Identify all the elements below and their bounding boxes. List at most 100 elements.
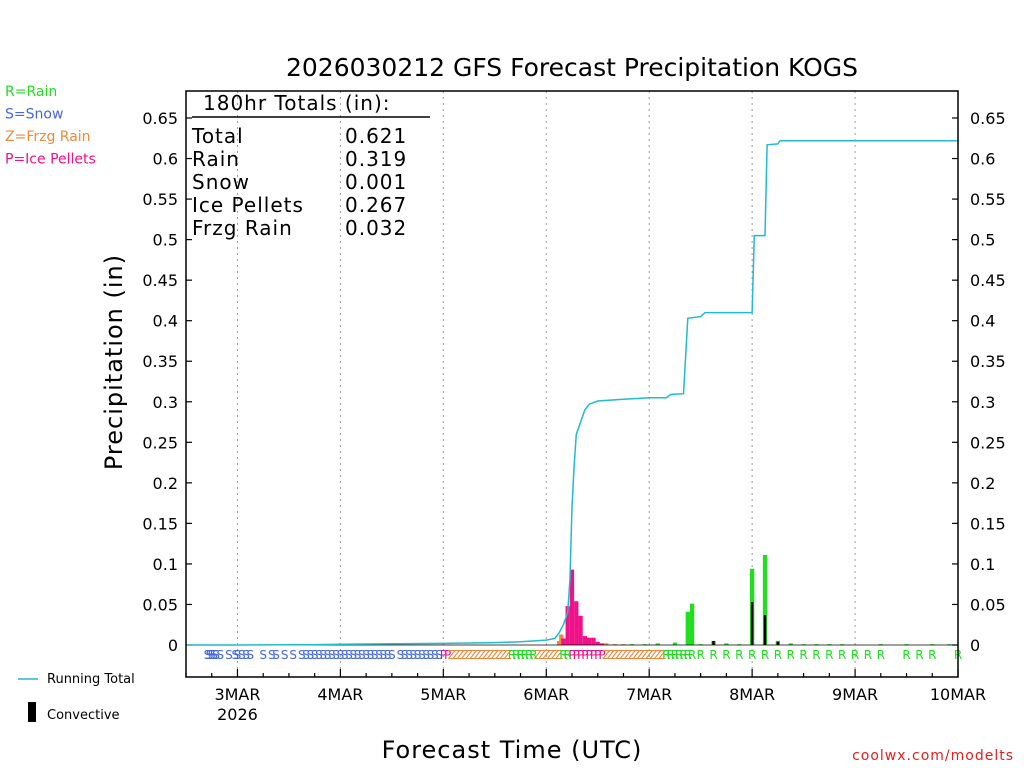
ptype-glyph-ice-pellets: P xyxy=(586,648,593,662)
ptype-glyph-rain: R xyxy=(774,648,782,662)
totals-value-total: 0.621 xyxy=(345,124,407,148)
ptype-legend-item: S=Snow xyxy=(5,107,63,123)
precip-bar-ice-pellets xyxy=(565,606,570,645)
y-tick-label-right: 0.6 xyxy=(970,150,995,169)
y-tick-label: 0.6 xyxy=(153,150,178,169)
ptype-glyph-snow: S xyxy=(204,648,212,662)
ptype-glyph-frzg-rain: Z xyxy=(534,648,542,662)
ptype-glyph-frzg-rain: Z xyxy=(602,648,610,662)
gridlines xyxy=(236,91,856,677)
x-tick-label: 10MAR xyxy=(930,685,986,704)
totals-value-rain: 0.319 xyxy=(345,147,407,171)
ptype-glyph-snow: S xyxy=(242,648,250,662)
ptype-glyph-snow: S xyxy=(319,648,327,662)
ptype-glyph-snow: S xyxy=(427,648,435,662)
y-axis-label: Precipitation (in) xyxy=(100,254,128,470)
precip-bar-rain xyxy=(788,643,793,645)
ptype-glyph-rain: R xyxy=(851,648,859,662)
ptype-glyph-ice-pellets: P xyxy=(598,648,605,662)
ptype-glyph-rain: R xyxy=(512,648,520,662)
precip-bar-rain xyxy=(724,643,729,645)
precip-bar-ice-pellets xyxy=(599,643,605,645)
ptype-glyph-rain: R xyxy=(688,648,696,662)
ptype-glyph-frzg-rain: Z xyxy=(452,648,460,662)
precip-bar-ice-pellets xyxy=(595,641,600,645)
precip-bar-rain xyxy=(672,642,678,645)
ptype-glyph-rain: R xyxy=(722,648,730,662)
ptype-glyph-snow: S xyxy=(212,648,220,662)
ptype-glyph-snow: S xyxy=(298,648,306,662)
ptype-glyph-ice-pellets: P xyxy=(440,648,447,662)
ptype-glyph-snow: S xyxy=(206,648,214,662)
totals-box: 180hr Totals (in): Total 0.621 Rain 0.31… xyxy=(191,91,430,240)
bottom-legend: Running Total Convective xyxy=(18,672,135,723)
ptype-glyph-frzg-rain: Z xyxy=(538,648,546,662)
totals-value-ice-pellets: 0.267 xyxy=(345,193,407,217)
ptype-glyph-frzg-rain: Z xyxy=(555,648,563,662)
ptype-glyph-snow: S xyxy=(232,648,240,662)
ptype-glyph-snow: S xyxy=(401,648,409,662)
ptype-glyph-frzg-rain: Z xyxy=(542,648,550,662)
ptype-glyph-snow: S xyxy=(349,648,357,662)
totals-label-total: Total xyxy=(191,124,244,148)
running-total-path xyxy=(186,139,958,646)
ptype-glyph-frzg-rain: Z xyxy=(491,648,499,662)
ptype-glyph-frzg-rain: Z xyxy=(637,648,645,662)
y-tick-label: 0.2 xyxy=(153,474,178,493)
ptype-glyph-frzg-rain: Z xyxy=(499,648,507,662)
y-tick-label: 0.5 xyxy=(153,231,178,250)
ptype-glyph-snow: S xyxy=(354,648,362,662)
ptype-glyph-frzg-rain: Z xyxy=(611,648,619,662)
ptype-glyph-snow: S xyxy=(414,648,422,662)
ptype-glyph-snow: S xyxy=(332,648,340,662)
ptype-glyph-rain: R xyxy=(864,648,872,662)
y-tick-label: 0.35 xyxy=(142,352,178,371)
ptype-glyph-snow: S xyxy=(268,648,276,662)
ptype-glyph-rain: R xyxy=(825,648,833,662)
ptype-legend: R=Rain S=Snow Z=Frzg Rain P=Ice Pellets xyxy=(5,84,96,168)
y-tick-label-right: 0.65 xyxy=(970,109,1006,128)
y-tick-label: 0.4 xyxy=(153,312,178,331)
precip-bar-rain xyxy=(689,603,695,645)
ptype-glyph-rain: R xyxy=(516,648,524,662)
totals-label-frzg-rain: Frzg Rain xyxy=(192,216,293,240)
x-tick-label: 3MAR xyxy=(214,685,260,704)
precip-bar-ice-pellets xyxy=(569,569,575,645)
ptype-glyph-frzg-rain: Z xyxy=(628,648,636,662)
ptype-glyph-snow: S xyxy=(302,648,310,662)
running-total-line xyxy=(186,139,958,646)
ptype-glyph-frzg-rain: Z xyxy=(551,648,559,662)
ptype-glyph-frzg-rain: Z xyxy=(474,648,482,662)
ptype-glyph-frzg-rain: Z xyxy=(482,648,490,662)
ptype-glyph-rain: R xyxy=(559,648,567,662)
y-tick-label-right: 0.2 xyxy=(970,474,995,493)
chart-title: 2026030212 GFS Forecast Precipitation KO… xyxy=(286,53,858,82)
ptype-glyph-snow: S xyxy=(362,648,370,662)
ptype-glyph-frzg-rain: Z xyxy=(465,648,473,662)
ptype-glyph-snow: S xyxy=(341,648,349,662)
credit-text: coolwx.com/modelts xyxy=(852,748,1014,764)
y-tick-label: 0.25 xyxy=(142,433,178,452)
precip-bar-frzg-rain xyxy=(604,643,609,645)
ptype-glyph-rain: R xyxy=(799,648,807,662)
ptype-glyph-frzg-rain: Z xyxy=(654,648,662,662)
ptype-glyph-rain: R xyxy=(877,648,885,662)
ptype-glyph-frzg-rain: Z xyxy=(469,648,477,662)
ptype-glyph-rain: R xyxy=(529,648,537,662)
x-tick-label: 5MAR xyxy=(420,685,466,704)
ptype-glyph-rain: R xyxy=(525,648,533,662)
precip-bar-ice-pellets xyxy=(574,601,579,645)
ptype-glyph-snow: S xyxy=(315,648,323,662)
ptype-glyph-frzg-rain: Z xyxy=(606,648,614,662)
ptype-glyph-frzg-rain: Z xyxy=(504,648,512,662)
precip-bar-convective xyxy=(776,641,780,645)
x-tick-label: 8MAR xyxy=(729,685,775,704)
convective-legend-label: Convective xyxy=(47,708,120,723)
ptype-legend-item: R=Rain xyxy=(5,84,57,100)
ptype-glyph-frzg-rain: Z xyxy=(615,648,623,662)
ptype-glyph-frzg-rain: Z xyxy=(624,648,632,662)
ptype-glyph-frzg-rain: Z xyxy=(448,648,456,662)
precip-bar-rain xyxy=(655,643,660,645)
y-tick-label: 0.05 xyxy=(142,595,178,614)
